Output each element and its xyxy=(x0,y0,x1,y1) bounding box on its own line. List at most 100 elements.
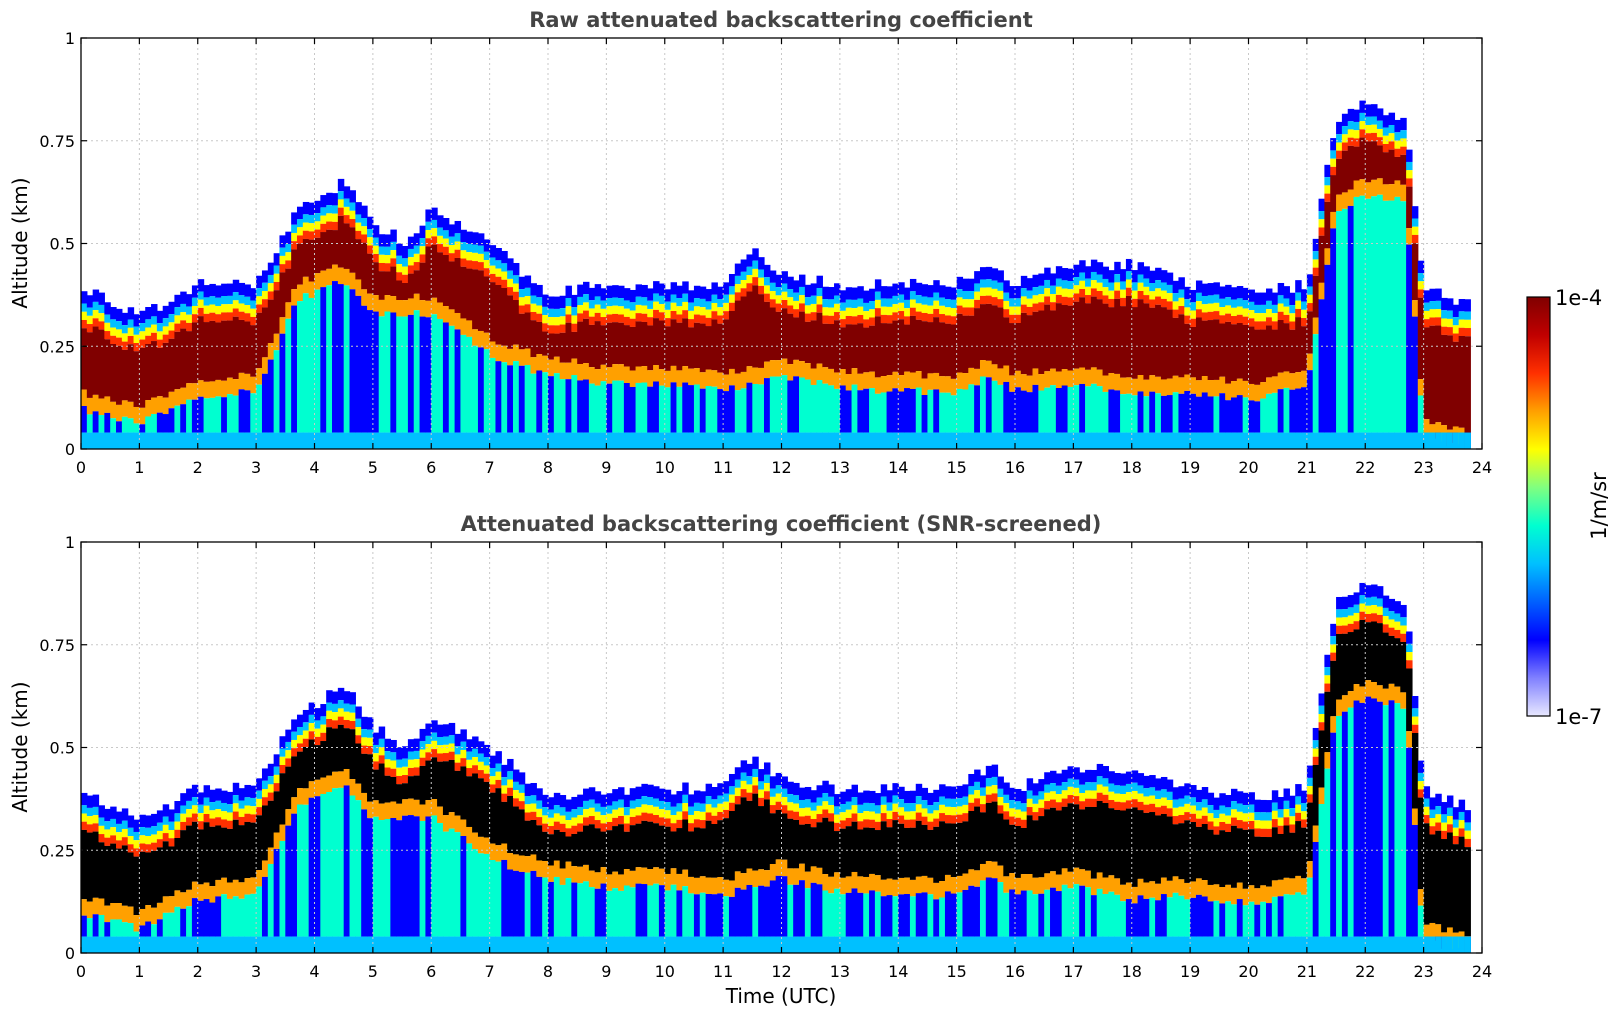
heat-cell xyxy=(880,784,888,797)
heat-cell xyxy=(740,271,748,281)
heat-cell xyxy=(384,271,391,296)
heat-cell xyxy=(407,265,415,274)
heat-cell xyxy=(320,215,327,224)
heat-cell xyxy=(1090,782,1098,791)
heat-cell xyxy=(857,390,864,433)
heat-cell xyxy=(1050,368,1057,386)
heat-cell xyxy=(1283,298,1290,307)
heat-cell xyxy=(139,331,146,340)
heat-cell xyxy=(1090,271,1098,281)
heat-cell xyxy=(693,298,701,307)
heat-cell xyxy=(921,787,929,801)
heat-cell xyxy=(296,714,304,727)
heat-cell xyxy=(215,936,222,953)
heat-cell xyxy=(86,414,94,433)
heat-cell xyxy=(1353,138,1361,147)
heat-cell xyxy=(763,886,771,937)
heat-cell xyxy=(302,936,310,953)
heat-cell xyxy=(1353,936,1361,953)
heat-cell xyxy=(1382,624,1390,633)
heat-cell xyxy=(1190,822,1197,882)
heat-cell xyxy=(1312,748,1320,757)
heat-cell xyxy=(261,432,269,449)
heat-cell xyxy=(915,936,923,953)
heat-cell xyxy=(1178,377,1185,394)
heat-cell xyxy=(367,237,374,246)
heat-cell xyxy=(180,892,187,909)
heat-cell xyxy=(1376,128,1384,138)
heat-cell xyxy=(197,279,205,292)
heat-cell xyxy=(1131,790,1139,800)
heat-cell xyxy=(1394,621,1401,630)
heat-cell xyxy=(869,317,876,326)
heat-cell xyxy=(565,811,572,821)
heat-cell xyxy=(548,317,555,326)
heat-cell xyxy=(402,799,409,816)
heat-cell xyxy=(1143,796,1150,805)
heat-cell xyxy=(1230,307,1238,317)
heat-cell xyxy=(1155,798,1162,808)
heat-cell xyxy=(1003,819,1010,877)
x-tick-label: 15 xyxy=(946,458,966,477)
heat-cell xyxy=(1406,149,1413,162)
heat-cell xyxy=(483,432,491,449)
heat-cell xyxy=(1190,326,1197,378)
heat-cell xyxy=(174,405,181,433)
heat-cell xyxy=(962,432,969,449)
heat-cell xyxy=(104,339,111,397)
x-tick-label: 23 xyxy=(1413,458,1433,477)
heat-cell xyxy=(1376,685,1384,702)
heat-cell xyxy=(717,389,724,433)
heat-cell xyxy=(892,388,899,433)
heat-cell xyxy=(769,270,777,283)
heat-cell xyxy=(238,825,246,883)
heat-cell xyxy=(530,819,537,855)
heat-cell xyxy=(1341,192,1349,209)
heat-cell xyxy=(571,833,578,867)
heat-cell xyxy=(1242,287,1250,301)
heat-cell xyxy=(670,823,678,832)
heat-cell xyxy=(787,364,794,381)
heat-cell xyxy=(86,824,94,833)
heat-cell xyxy=(1236,395,1244,433)
heat-cell xyxy=(448,936,456,953)
heat-cell xyxy=(1085,286,1092,296)
heat-cell xyxy=(1201,312,1209,321)
heat-cell xyxy=(197,396,205,433)
heat-cell xyxy=(454,241,462,250)
heat-cell xyxy=(915,893,923,937)
heat-cell xyxy=(804,936,812,953)
heat-cell xyxy=(1382,135,1390,144)
heat-cell xyxy=(1277,833,1285,880)
heat-cell xyxy=(174,890,181,907)
heat-cell xyxy=(915,432,923,449)
heat-cell xyxy=(1306,794,1314,803)
heat-cell xyxy=(372,732,380,745)
heat-cell xyxy=(332,432,339,449)
heat-cell xyxy=(740,780,748,790)
heat-cell xyxy=(442,753,450,762)
heat-cell xyxy=(437,753,444,762)
heat-cell xyxy=(618,380,625,433)
heat-cell xyxy=(886,802,894,811)
heat-cell xyxy=(588,824,596,871)
heat-cell xyxy=(857,323,864,374)
heat-cell xyxy=(1289,305,1296,314)
heat-cell xyxy=(997,368,1004,385)
heat-cell xyxy=(302,709,310,723)
heat-cell xyxy=(869,811,876,820)
heat-cell xyxy=(419,262,427,301)
heat-cell xyxy=(139,407,146,425)
heat-cell xyxy=(810,384,818,433)
heat-cell xyxy=(349,704,356,713)
heat-cell xyxy=(1330,716,1337,733)
heat-cell xyxy=(1009,323,1016,376)
heat-cell xyxy=(390,312,397,433)
heat-cell xyxy=(933,280,940,293)
heat-cell xyxy=(676,828,683,874)
heat-cell xyxy=(1026,375,1034,393)
heat-cell xyxy=(1114,282,1121,291)
heat-cell xyxy=(904,388,911,433)
heat-cell xyxy=(898,799,905,808)
heat-cell xyxy=(1178,806,1185,815)
